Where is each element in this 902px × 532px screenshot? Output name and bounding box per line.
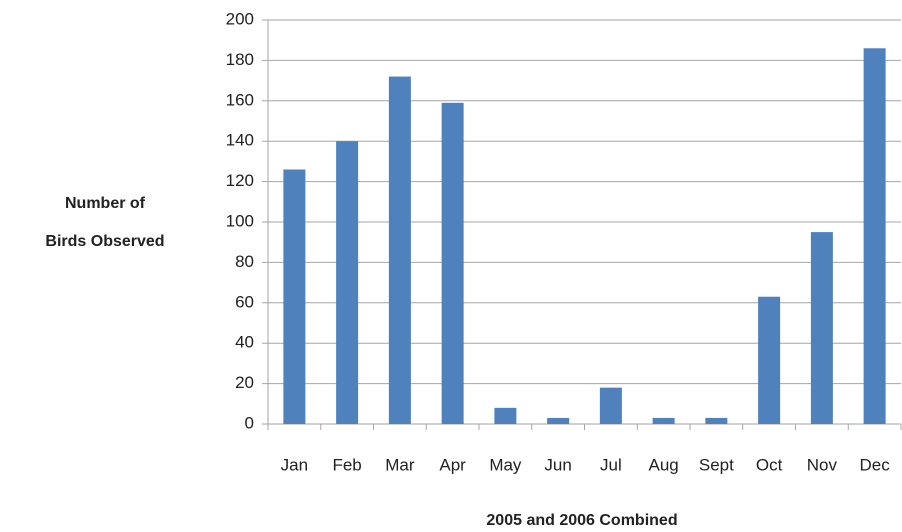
y-tick-label: 80 [235,252,254,271]
bar [547,417,570,424]
x-tick-label: Jan [281,455,308,474]
x-tick-label: Dec [860,455,891,474]
bar [336,141,359,424]
x-axis-title: 2005 and 2006 Combined [486,512,677,529]
y-tick-label: 160 [226,90,254,109]
y-tick-label: 60 [235,292,254,311]
y-tick-label: 120 [226,171,254,190]
y-tick-label: 40 [235,333,254,352]
y-axis-title: Birds Observed [45,233,164,250]
bar [388,76,411,424]
bar [810,232,833,424]
y-tick-label: 0 [245,413,254,432]
y-tick-label: 140 [226,131,254,150]
x-tick-label: May [489,455,522,474]
bar [599,387,622,424]
bar [863,48,886,424]
bar [652,417,675,424]
x-tick-label: Mar [385,455,415,474]
x-tick-label: Sept [699,455,734,474]
x-tick-label: Oct [756,455,783,474]
x-tick-label: Aug [649,455,679,474]
x-tick-label: Feb [332,455,361,474]
x-tick-label: Nov [807,455,838,474]
y-tick-label: 20 [235,373,254,392]
y-tick-label: 180 [226,50,254,69]
bar [758,296,781,424]
x-tick-label: Jun [544,455,571,474]
bar [494,407,517,424]
y-axis-title: Number of [65,195,146,212]
x-tick-label: Jul [600,455,622,474]
bar [441,102,464,424]
bar [283,169,306,424]
y-tick-label: 200 [226,9,254,28]
x-tick-label: Apr [439,455,466,474]
y-tick-label: 100 [226,211,254,230]
bar [705,417,728,424]
